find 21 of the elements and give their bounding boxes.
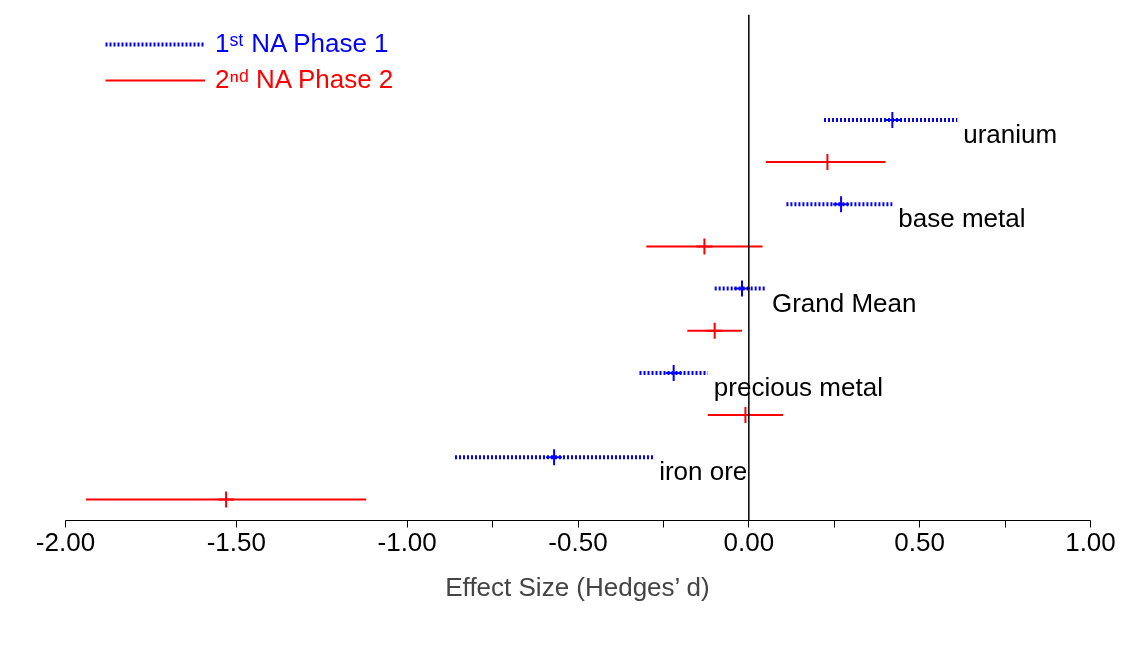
y-tick-label: base metal <box>898 203 1026 234</box>
x-tick-label: 0.00 <box>723 526 775 557</box>
point <box>705 321 724 340</box>
point <box>832 195 851 214</box>
x-tick-label: 0.50 <box>894 526 945 557</box>
point <box>545 448 564 467</box>
point <box>217 490 236 509</box>
x-tick-label: -1.50 <box>206 526 266 557</box>
x-tick-label: 1.00 <box>1065 526 1116 557</box>
x-tick-label: -2.00 <box>35 526 96 557</box>
point <box>664 363 683 382</box>
legend-label: 1ˢᵗ NA Phase 1 <box>215 28 389 59</box>
y-tick-label: Grand Mean <box>771 287 917 318</box>
x-tick-label: -1.00 <box>377 526 437 557</box>
x-axis-title: Effect Size (Hedges’ d) <box>445 571 710 602</box>
y-tick-label: uranium <box>963 118 1058 149</box>
point <box>695 237 714 256</box>
legend-label: 2ⁿᵈ NA Phase 2 <box>215 64 394 95</box>
x-tick-label: -0.50 <box>548 526 608 557</box>
y-tick-label: iron ore <box>659 456 748 487</box>
point <box>733 279 751 298</box>
